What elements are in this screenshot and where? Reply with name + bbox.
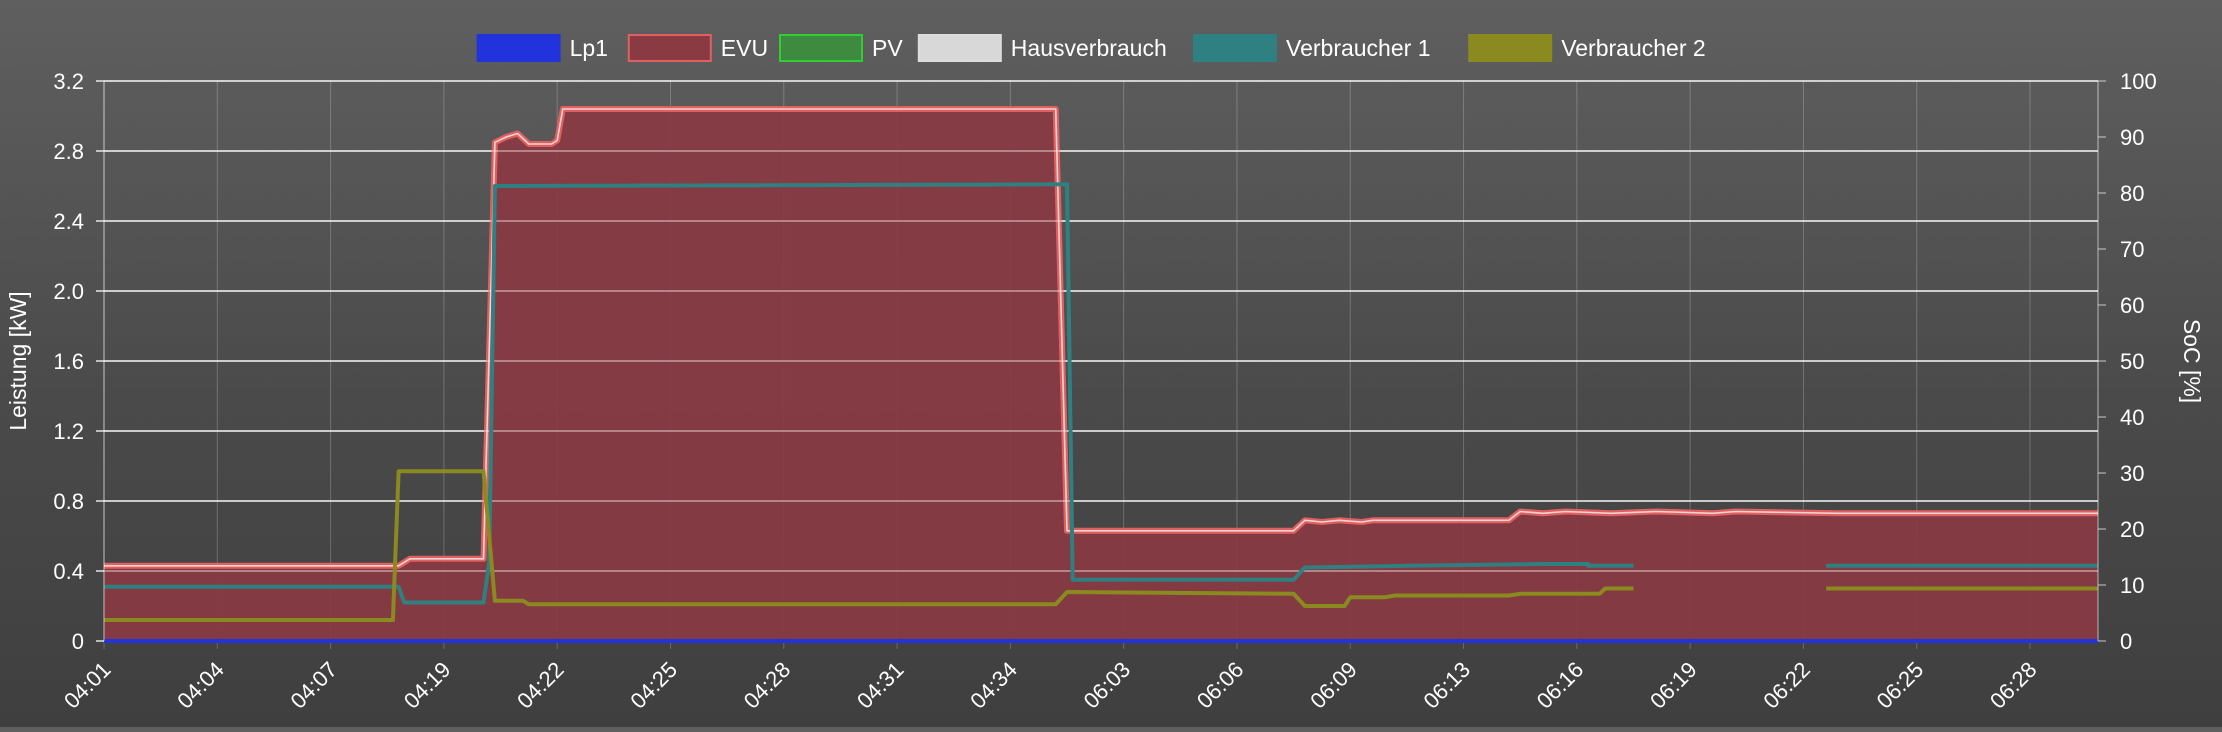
x-tick-label: 04:22 bbox=[512, 657, 569, 714]
series-line-verbraucher-1 bbox=[104, 182, 1634, 605]
x-tick-label: 06:28 bbox=[1985, 657, 2042, 714]
x-tick-label: 04:31 bbox=[852, 657, 909, 714]
x-tick-label: 06:06 bbox=[1192, 657, 1249, 714]
legend-swatch-verbraucher-2 bbox=[1468, 34, 1553, 62]
y-tick-label-right: 30 bbox=[2120, 461, 2144, 486]
legend-swatch-verbraucher-1 bbox=[1193, 34, 1277, 62]
x-tick-label: 06:16 bbox=[1532, 657, 1589, 714]
x-tick-label: 04:07 bbox=[286, 657, 343, 714]
x-tick-label: 04:04 bbox=[172, 657, 229, 714]
legend-swatch-hausverbrauch bbox=[917, 34, 1002, 62]
x-tick-label: 04:34 bbox=[965, 657, 1022, 714]
series-area-evu bbox=[104, 109, 2098, 641]
y-tick-label-left: 3.2 bbox=[53, 69, 84, 94]
y-tick-label-right: 10 bbox=[2120, 573, 2144, 598]
legend-swatch-evu bbox=[627, 34, 712, 62]
legend-label-evu: EVU bbox=[721, 35, 768, 61]
legend-label-pv: PV bbox=[872, 35, 903, 61]
x-tick-label: 06:25 bbox=[1872, 657, 1929, 714]
legend: Lp1 EVU PV Hausverbrauch Verbraucher 1 Verbra… bbox=[476, 34, 1706, 62]
legend-label-verbraucher-1: Verbraucher 1 bbox=[1286, 35, 1430, 61]
legend-label-verbraucher-2: Verbraucher 2 bbox=[1561, 35, 1705, 61]
x-tick-label: 04:25 bbox=[625, 657, 682, 714]
x-tick-label: 06:03 bbox=[1079, 657, 1136, 714]
x-tick-label: 06:22 bbox=[1758, 657, 1815, 714]
legend-swatch-lp1 bbox=[476, 34, 561, 62]
y-tick-label-left: 0.4 bbox=[53, 559, 84, 584]
y-tick-label-left: 0.8 bbox=[53, 489, 84, 514]
legend-label-hausverbrauch: Hausverbrauch bbox=[1011, 35, 1167, 61]
plot-area bbox=[104, 80, 2098, 643]
y-tick-label-right: 100 bbox=[2120, 69, 2157, 94]
y-tick-label-left: 2.8 bbox=[53, 139, 84, 164]
series-line-verbraucher-2 bbox=[104, 469, 1634, 622]
y-tick-label-left: 2.0 bbox=[53, 279, 84, 304]
y-tick-label-left: 1.2 bbox=[53, 419, 84, 444]
y-axis-label-right: SoC [%] bbox=[2179, 319, 2205, 403]
x-tick-label: 04:01 bbox=[59, 657, 116, 714]
x-tick-label: 06:19 bbox=[1645, 657, 1702, 714]
y-axis-label-left: Leistung [kW] bbox=[5, 291, 31, 430]
y-tick-label-right: 40 bbox=[2120, 405, 2144, 430]
y-tick-label-right: 50 bbox=[2120, 349, 2144, 374]
y-tick-label-right: 0 bbox=[2120, 629, 2132, 654]
y-tick-label-right: 90 bbox=[2120, 125, 2144, 150]
x-tick-label: 06:13 bbox=[1418, 657, 1475, 714]
series-line-evu bbox=[104, 106, 2098, 569]
y-tick-label-right: 60 bbox=[2120, 293, 2144, 318]
y-tick-label-left: 1.6 bbox=[53, 349, 84, 374]
legend-swatch-pv bbox=[779, 34, 863, 62]
y-tick-label-right: 70 bbox=[2120, 237, 2144, 262]
legend-label-lp1: Lp1 bbox=[570, 35, 608, 61]
y-tick-label-left: 2.4 bbox=[53, 209, 84, 234]
x-tick-label: 04:28 bbox=[739, 657, 796, 714]
y-tick-label-left: 0 bbox=[72, 629, 84, 654]
series-line-inner-evu bbox=[104, 108, 2098, 567]
x-tick-label: 06:09 bbox=[1305, 657, 1362, 714]
x-tick-label: 04:19 bbox=[399, 657, 456, 714]
y-tick-label-right: 80 bbox=[2120, 181, 2144, 206]
y-tick-label-right: 20 bbox=[2120, 517, 2144, 542]
